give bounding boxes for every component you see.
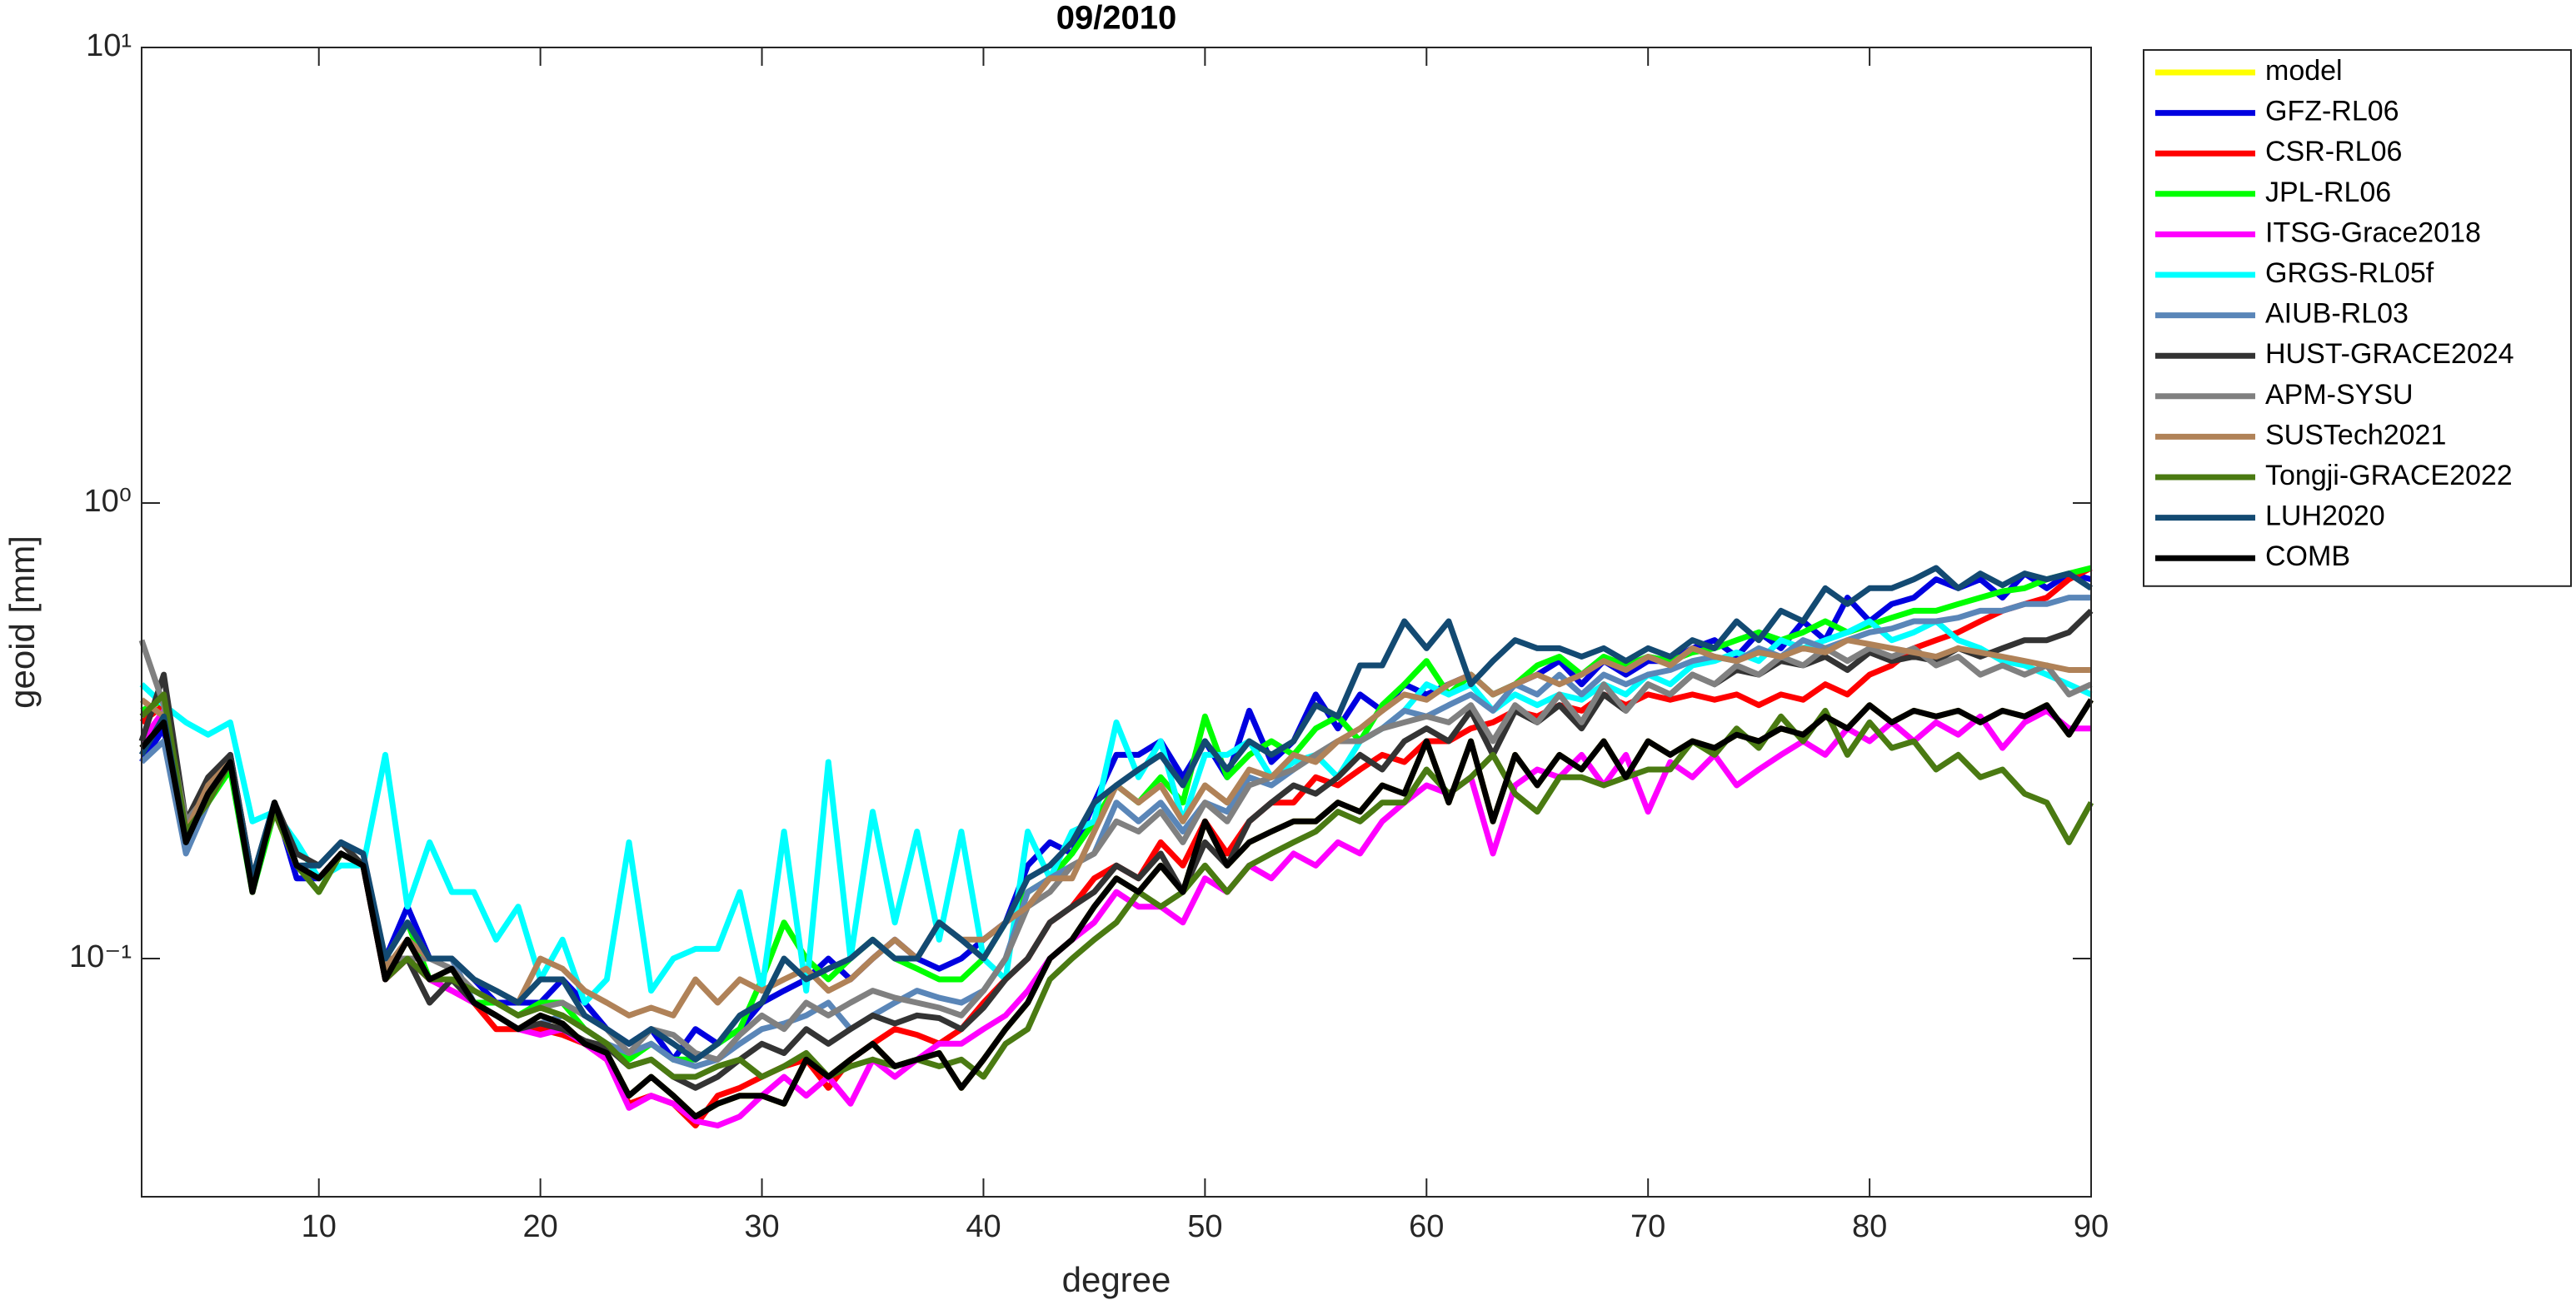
x-axis-label: degree <box>1062 1260 1171 1299</box>
legend-label: JPL-RL06 <box>2265 177 2391 208</box>
x-tick-label: 80 <box>1852 1209 1887 1244</box>
legend-label: CSR-RL06 <box>2265 136 2402 167</box>
data-line <box>139 698 2094 1120</box>
legend-label: Tongji-GRACE2022 <box>2265 460 2513 491</box>
data-line <box>139 618 2093 1006</box>
x-tick-label: 60 <box>1409 1209 1444 1244</box>
y-tick-label: 10⁻¹ <box>69 939 132 974</box>
x-tick-label: 50 <box>1187 1209 1222 1244</box>
y-axis-label: geoid [mm] <box>2 535 42 709</box>
data-line <box>139 691 2094 1080</box>
legend-label: COMB <box>2265 540 2350 572</box>
legend-label: GFZ-RL06 <box>2265 96 2399 127</box>
x-tick-label: 20 <box>522 1209 557 1244</box>
legend-label: AIUB-RL03 <box>2265 298 2409 330</box>
legend-label: SUSTech2021 <box>2265 419 2446 451</box>
plot-frame <box>141 47 2092 1198</box>
x-tick-label: 70 <box>1630 1209 1665 1244</box>
y-tick-label: 10¹ <box>86 28 132 63</box>
data-line <box>139 698 2094 1120</box>
legend-label: APM-SYSU <box>2265 379 2414 411</box>
y-tick-label: 10⁰ <box>83 484 132 519</box>
x-tick-label: 30 <box>744 1209 779 1244</box>
x-tick-label: 10 <box>302 1209 337 1244</box>
legend-label: LUH2020 <box>2265 501 2385 532</box>
x-tick-label: 90 <box>2074 1209 2109 1244</box>
chart-title: 09/2010 <box>1056 0 1177 37</box>
data-line <box>138 639 2093 1063</box>
data-line <box>138 565 2093 1063</box>
legend-label: HUST-GRACE2024 <box>2265 338 2514 370</box>
legend-label: model <box>2265 55 2343 87</box>
x-tick-label: 40 <box>966 1209 1001 1244</box>
legend-label: ITSG-Grace2018 <box>2265 217 2481 248</box>
legend-label: GRGS-RL05f <box>2265 257 2434 289</box>
